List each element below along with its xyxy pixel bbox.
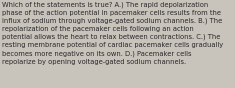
Text: Which of the statements is true? A.) The rapid depolarization
phase of the actio: Which of the statements is true? A.) The… bbox=[2, 1, 223, 65]
